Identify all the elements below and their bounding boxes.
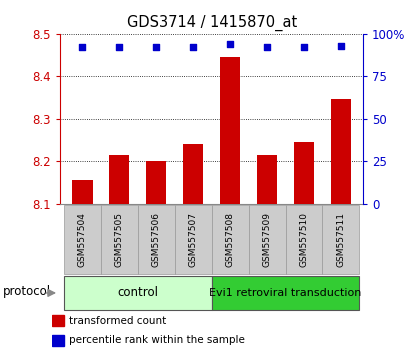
- Bar: [146, 161, 166, 204]
- Bar: [331, 99, 351, 204]
- Text: GSM557505: GSM557505: [115, 212, 124, 267]
- Bar: [175, 205, 212, 274]
- Bar: [101, 205, 138, 274]
- Bar: [72, 180, 93, 204]
- Bar: [322, 205, 359, 274]
- Text: GSM557510: GSM557510: [300, 212, 308, 267]
- Text: control: control: [117, 286, 158, 299]
- Bar: [257, 155, 277, 204]
- Point: [227, 41, 234, 47]
- Bar: [109, 155, 129, 204]
- Text: GSM557511: GSM557511: [337, 212, 345, 267]
- Text: Evi1 retroviral transduction: Evi1 retroviral transduction: [209, 288, 362, 298]
- Point: [301, 44, 308, 50]
- Text: GSM557507: GSM557507: [189, 212, 198, 267]
- Point: [79, 44, 85, 50]
- Title: GDS3714 / 1415870_at: GDS3714 / 1415870_at: [127, 15, 297, 31]
- Bar: [220, 57, 240, 204]
- Point: [338, 43, 344, 48]
- Bar: [183, 144, 203, 204]
- Point: [116, 44, 122, 50]
- Bar: [138, 205, 175, 274]
- Bar: [212, 205, 249, 274]
- Point: [190, 44, 196, 50]
- Point: [264, 44, 271, 50]
- Bar: [294, 142, 314, 204]
- Bar: [286, 205, 322, 274]
- Bar: [212, 276, 359, 310]
- Text: protocol: protocol: [3, 285, 51, 298]
- Point: [153, 44, 159, 50]
- Bar: [64, 205, 101, 274]
- Bar: [64, 276, 212, 310]
- Bar: [249, 205, 286, 274]
- Bar: [52, 315, 64, 326]
- Text: GSM557506: GSM557506: [152, 212, 161, 267]
- Text: GSM557508: GSM557508: [226, 212, 234, 267]
- Text: GSM557509: GSM557509: [263, 212, 271, 267]
- Text: percentile rank within the sample: percentile rank within the sample: [68, 335, 244, 346]
- Text: GSM557504: GSM557504: [78, 212, 87, 267]
- Text: transformed count: transformed count: [68, 316, 166, 326]
- Bar: [52, 335, 64, 346]
